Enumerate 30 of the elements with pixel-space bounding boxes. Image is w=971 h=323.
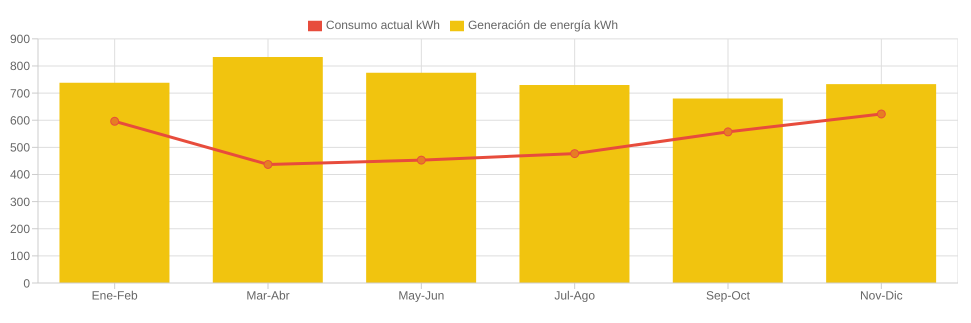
legend-label: Consumo actual kWh	[326, 18, 440, 32]
bar	[826, 84, 936, 283]
y-tick-label: 0	[23, 276, 30, 290]
bar	[212, 57, 323, 283]
y-tick-label: 200	[10, 222, 30, 236]
y-tick-label: 600	[10, 113, 30, 128]
y-tick-label: 300	[10, 194, 30, 209]
point	[110, 116, 120, 126]
x-tick-label: Nov-Dic	[860, 288, 903, 303]
y-tick-label: 900	[10, 32, 30, 46]
point	[264, 160, 272, 169]
y-tick-label: 700	[10, 86, 30, 100]
y-tick-label: 800	[10, 59, 30, 74]
point	[416, 156, 426, 165]
y-tick-label: 500	[10, 140, 30, 155]
x-tick-label: Sep-Oct	[706, 288, 751, 303]
x-tick-label: May-Jun	[398, 288, 444, 303]
point	[724, 127, 732, 136]
point	[570, 149, 580, 158]
bar	[59, 82, 170, 283]
bar	[519, 84, 630, 283]
x-tick-label: Jul-Ago	[554, 288, 596, 303]
x-tick-label: Mar-Abr	[246, 288, 290, 303]
legend-label: Generación de energía kWh	[468, 18, 618, 32]
y-tick-label: 100	[10, 249, 30, 264]
point	[876, 109, 886, 118]
x-tick-label: Ene-Feb	[92, 288, 138, 303]
bar	[672, 98, 783, 283]
bar	[366, 72, 476, 283]
y-tick-label: 400	[10, 168, 30, 182]
